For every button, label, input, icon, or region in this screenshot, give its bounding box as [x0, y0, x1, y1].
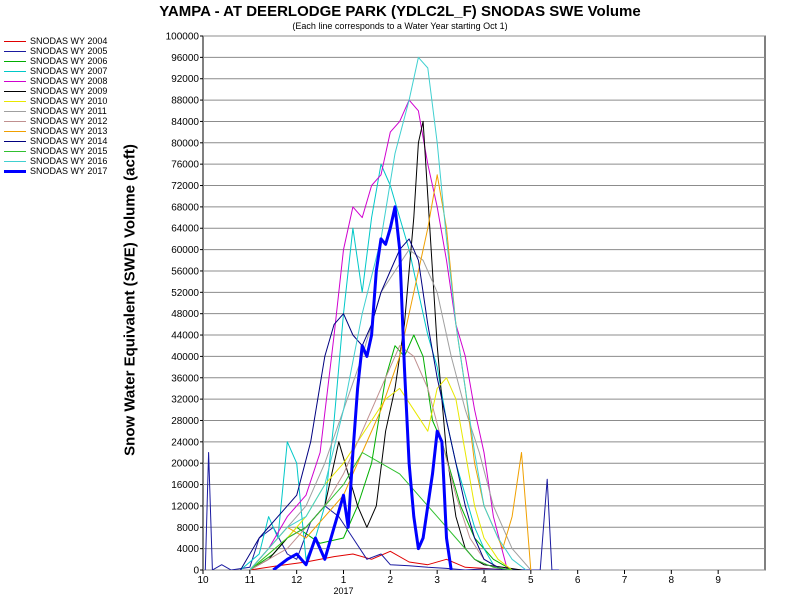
x-tick-label: 7	[622, 575, 628, 586]
y-tick-label: 28000	[171, 416, 199, 427]
legend-label: SNODAS WY 2007	[30, 66, 108, 76]
chart-title: YAMPA - AT DEERLODGE PARK (YDLC2L_F) SNO…	[159, 3, 641, 20]
legend-swatch	[4, 130, 26, 132]
x-year-label: 2017	[333, 586, 353, 596]
plot-frame	[202, 35, 766, 571]
series-line-snodas-wy-2007	[240, 163, 503, 570]
legend-label: SNODAS WY 2009	[30, 86, 108, 96]
legend-swatch	[4, 140, 26, 142]
y-tick-label: 100000	[166, 32, 200, 43]
y-tick-label: 68000	[171, 202, 199, 213]
y-tick-label: 92000	[171, 74, 199, 85]
y-tick-label: 32000	[171, 395, 199, 406]
legend-label: SNODAS WY 2005	[30, 46, 108, 56]
x-tick-label: 9	[715, 575, 721, 586]
legend-label: SNODAS WY 2015	[30, 146, 108, 156]
y-tick-label: 88000	[171, 96, 199, 107]
legend-item: SNODAS WY 2012	[4, 116, 107, 126]
legend-item: SNODAS WY 2006	[4, 56, 107, 66]
legend-item: SNODAS WY 2010	[4, 96, 107, 106]
x-tick-label: 3	[434, 575, 440, 586]
legend-label: SNODAS WY 2017	[30, 166, 108, 176]
legend-swatch	[4, 160, 26, 162]
legend-swatch	[4, 80, 26, 82]
x-tick-label: 10	[197, 575, 209, 586]
series-line-snodas-wy-2017	[272, 205, 453, 570]
legend-label: SNODAS WY 2004	[30, 36, 108, 46]
x-tick-label: 6	[575, 575, 581, 586]
legend-item: SNODAS WY 2015	[4, 146, 107, 156]
legend-item: SNODAS WY 2013	[4, 126, 107, 136]
x-tick-label: 4	[481, 575, 487, 586]
legend-item: SNODAS WY 2014	[4, 136, 107, 146]
series-line-snodas-wy-2015	[249, 452, 513, 570]
legend-item: SNODAS WY 2007	[4, 66, 107, 76]
legend-label: SNODAS WY 2006	[30, 56, 108, 66]
y-tick-label: 4000	[177, 544, 200, 555]
y-tick-label: 84000	[171, 117, 199, 128]
y-tick-label: 36000	[171, 373, 199, 384]
legend-item: SNODAS WY 2017	[4, 166, 107, 176]
legend-swatch	[4, 110, 26, 112]
y-tick-label: 52000	[171, 288, 199, 299]
y-tick-label: 24000	[171, 437, 199, 448]
x-tick-label: 1	[341, 575, 347, 586]
y-tick-label: 56000	[171, 266, 199, 277]
legend-label: SNODAS WY 2013	[30, 126, 108, 136]
legend-item: SNODAS WY 2011	[4, 106, 107, 116]
y-tick-label: 48000	[171, 309, 199, 320]
series-line-snodas-wy-2011	[249, 249, 532, 570]
x-tick-label: 2	[388, 575, 394, 586]
legend: SNODAS WY 2004 SNODAS WY 2005 SNODAS WY 20…	[4, 36, 107, 176]
y-tick-label: 40000	[171, 352, 199, 363]
legend-swatch	[4, 90, 26, 92]
legend-item: SNODAS WY 2004	[4, 36, 107, 46]
legend-item: SNODAS WY 2009	[4, 86, 107, 96]
legend-swatch	[4, 169, 26, 173]
legend-swatch	[4, 40, 26, 42]
y-tick-label: 44000	[171, 331, 199, 342]
x-tick-label: 8	[669, 575, 675, 586]
legend-label: SNODAS WY 2011	[30, 106, 107, 116]
legend-label: SNODAS WY 2012	[30, 116, 108, 126]
legend-swatch	[4, 100, 26, 102]
legend-swatch	[4, 70, 26, 72]
legend-swatch	[4, 50, 26, 52]
legend-label: SNODAS WY 2010	[30, 96, 108, 106]
legend-item: SNODAS WY 2005	[4, 46, 107, 56]
legend-item: SNODAS WY 2008	[4, 76, 107, 86]
legend-swatch	[4, 150, 26, 152]
y-tick-label: 0	[193, 566, 199, 577]
legend-label: SNODAS WY 2014	[30, 136, 108, 146]
legend-label: SNODAS WY 2008	[30, 76, 108, 86]
legend-label: SNODAS WY 2016	[30, 156, 108, 166]
y-tick-label: 12000	[171, 501, 199, 512]
y-tick-label: 60000	[171, 245, 199, 256]
x-tick-label: 5	[528, 575, 534, 586]
series-line-snodas-wy-2014	[240, 238, 503, 570]
y-tick-label: 96000	[171, 53, 199, 64]
y-tick-label: 80000	[171, 138, 199, 149]
x-tick-label: 11	[245, 575, 256, 586]
series-line-snodas-wy-2008	[249, 99, 508, 570]
series-line-snodas-wy-2016	[249, 56, 527, 570]
y-tick-label: 20000	[171, 459, 199, 470]
legend-swatch	[4, 60, 26, 62]
chart-subtitle: (Each line corresponds to a Water Year s…	[292, 21, 508, 31]
y-tick-label: 8000	[177, 523, 200, 534]
y-tick-label: 64000	[171, 224, 199, 235]
legend-swatch	[4, 120, 26, 122]
legend-item: SNODAS WY 2016	[4, 156, 107, 166]
y-tick-label: 16000	[171, 480, 199, 491]
y-tick-label: 72000	[171, 181, 199, 192]
y-tick-label: 76000	[171, 160, 199, 171]
x-tick-label: 12	[291, 575, 303, 586]
